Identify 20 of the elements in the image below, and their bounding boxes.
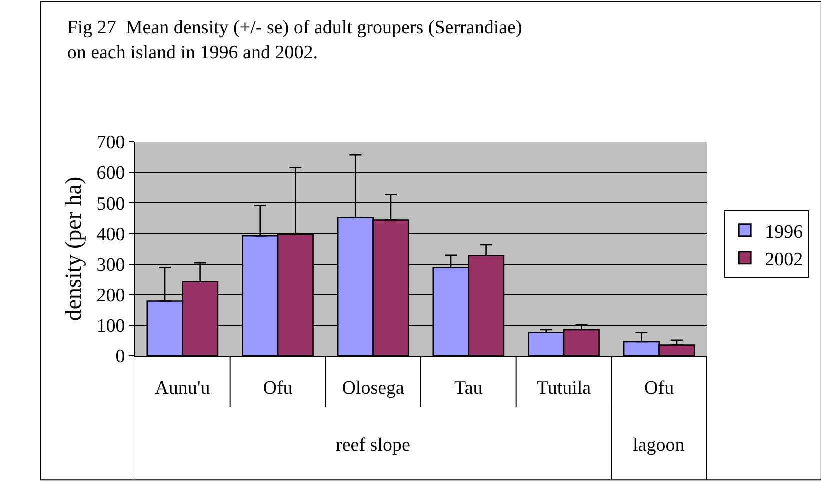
- y-tick-label: 700: [96, 132, 126, 154]
- x-tick-label: Olosega: [342, 378, 406, 399]
- x-tick-label: Tau: [454, 378, 484, 399]
- y-tick-label: 200: [96, 286, 126, 307]
- legend-label: 2002: [765, 249, 804, 270]
- legend-label: 1996: [765, 222, 804, 243]
- y-tick-label: 500: [96, 194, 126, 215]
- y-tick-label: 600: [96, 163, 126, 184]
- chart-title: Fig 27 Mean density (+/- se) of adult groupers (Serrandiae) on each island in 1996 and 2002.: [67, 18, 522, 64]
- x-tick-label: Tutuila: [536, 378, 592, 399]
- y-tick-label: 100: [96, 316, 126, 338]
- text: reef slope: [336, 435, 410, 456]
- x-tick-label: Ofu: [263, 378, 294, 399]
- y-axis-title: density (per ha): [61, 176, 86, 322]
- x-tick-label: Aunu'u: [155, 378, 211, 399]
- y-tick-label: 400: [96, 224, 126, 246]
- y-tick-label: 300: [96, 254, 126, 276]
- y-tick-label: 0: [116, 346, 126, 368]
- x-tick-label: Ofu: [644, 378, 675, 399]
- text: lagoon: [633, 435, 686, 456]
